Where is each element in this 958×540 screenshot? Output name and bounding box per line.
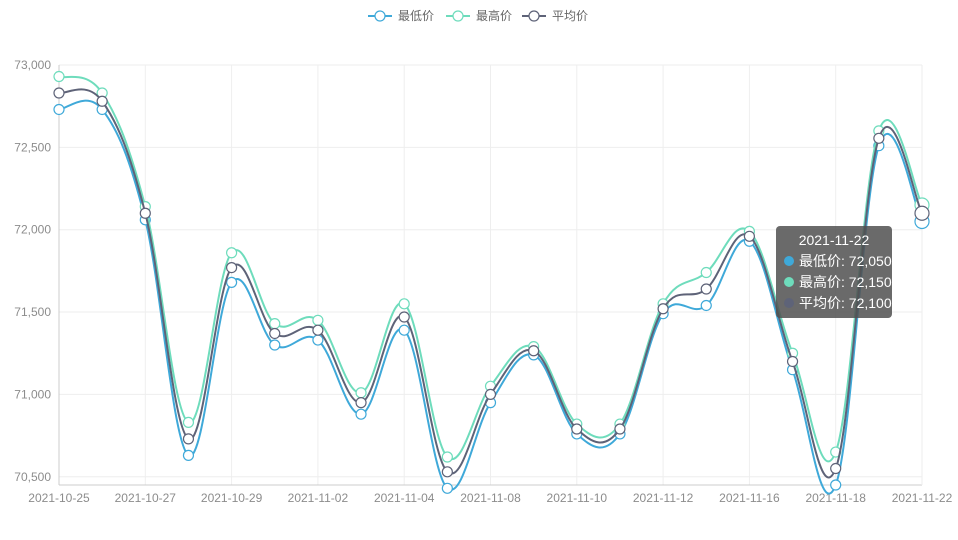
data-point[interactable]	[226, 261, 238, 274]
legend-item[interactable]: 最低价	[368, 9, 434, 23]
x-tick-label: 2021-11-04	[374, 491, 435, 505]
legend-marker	[528, 10, 540, 22]
x-tick-label: 2021-11-22	[892, 491, 953, 505]
data-point[interactable]	[269, 327, 281, 340]
tooltip-dot-low	[784, 256, 794, 266]
legend-item[interactable]: 最高价	[446, 8, 512, 23]
data-point[interactable]	[312, 334, 324, 346]
data-point[interactable]	[355, 397, 367, 409]
data-point[interactable]	[355, 387, 367, 399]
data-point[interactable]	[53, 70, 65, 83]
data-point[interactable]	[398, 298, 410, 310]
data-point[interactable]	[398, 311, 410, 323]
tooltip-dot-avg	[784, 298, 794, 308]
data-point[interactable]	[914, 205, 930, 221]
x-tick-label: 2021-11-16	[719, 491, 780, 505]
legend-label: 最高价	[476, 8, 512, 23]
y-tick-label: 72,000	[14, 223, 51, 237]
legend-item[interactable]: 平均价	[522, 9, 588, 23]
data-point[interactable]	[700, 266, 712, 279]
legend[interactable]: 最低价 最高价 平均价	[368, 8, 588, 23]
data-point[interactable]	[700, 299, 712, 312]
x-tick-label: 2021-10-29	[201, 491, 263, 505]
y-tick-label: 73,000	[14, 58, 51, 72]
x-tick-label: 2021-11-18	[805, 491, 866, 505]
legend-marker	[374, 10, 386, 22]
data-point[interactable]	[830, 479, 842, 491]
data-point[interactable]	[571, 423, 583, 435]
x-tick-label: 2021-11-12	[633, 491, 694, 505]
x-tick-label: 2021-11-02	[288, 491, 349, 505]
data-point[interactable]	[96, 95, 108, 107]
tooltip: 2021-11-22 最低价: 72,050 最高价: 72,150 平均价: …	[776, 226, 892, 318]
grid	[58, 64, 923, 485]
data-point[interactable]	[528, 345, 540, 357]
series-avg[interactable]	[53, 87, 930, 479]
data-point[interactable]	[743, 230, 756, 242]
data-point[interactable]	[484, 388, 497, 401]
tooltip-row-avg: 平均价: 72,100	[784, 293, 892, 314]
data-point[interactable]	[441, 451, 453, 463]
y-tick-label: 71,000	[14, 387, 51, 401]
axes	[58, 65, 923, 486]
tooltip-dot-high	[784, 277, 794, 287]
data-point[interactable]	[269, 317, 281, 330]
data-point[interactable]	[226, 276, 238, 289]
tooltip-row-high: 最高价: 72,150	[784, 272, 892, 293]
tooltip-row-low: 最低价: 72,050	[784, 251, 892, 272]
y-tick-label: 71,500	[14, 305, 51, 319]
legend-label: 最低价	[398, 9, 434, 23]
tooltip-title: 2021-11-22	[798, 232, 870, 248]
data-point[interactable]	[398, 324, 410, 336]
data-point[interactable]	[182, 433, 195, 445]
data-point[interactable]	[657, 303, 669, 315]
data-point[interactable]	[312, 314, 324, 326]
x-tick-label: 2021-10-25	[28, 491, 90, 505]
y-tick-label: 70,500	[14, 470, 51, 484]
x-tick-label: 2021-11-08	[460, 491, 521, 505]
data-point[interactable]	[614, 423, 626, 435]
legend-marker	[452, 10, 464, 22]
tooltip-text-high: 最高价: 72,150	[799, 274, 892, 290]
series[interactable]	[53, 70, 930, 495]
tooltip-text-avg: 平均价: 72,100	[799, 295, 892, 311]
data-point[interactable]	[53, 87, 65, 99]
data-point[interactable]	[182, 416, 195, 429]
data-point[interactable]	[53, 103, 65, 116]
data-point[interactable]	[441, 482, 453, 494]
y-axis-tick-labels: 73,000 72,500 72,000 71,500 71,000 70,500	[14, 58, 51, 484]
legend-label: 平均价	[552, 9, 588, 23]
data-point[interactable]	[441, 466, 453, 478]
y-tick-label: 72,500	[14, 140, 51, 154]
x-axis-tick-labels: 2021-10-25 2021-10-27 2021-10-29 2021-11-02…	[28, 491, 952, 505]
data-point[interactable]	[873, 132, 885, 144]
data-point[interactable]	[786, 355, 799, 368]
data-point[interactable]	[139, 207, 151, 219]
data-point[interactable]	[226, 247, 238, 259]
data-point[interactable]	[355, 408, 367, 420]
x-tick-label: 2021-10-27	[115, 491, 177, 505]
data-point[interactable]	[700, 283, 712, 295]
data-point[interactable]	[830, 462, 842, 475]
data-point[interactable]	[269, 339, 281, 351]
tooltip-text-low: 最低价: 72,050	[799, 253, 892, 269]
data-point[interactable]	[182, 449, 195, 461]
x-tick-label: 2021-11-10	[547, 491, 608, 505]
data-point[interactable]	[312, 324, 324, 336]
